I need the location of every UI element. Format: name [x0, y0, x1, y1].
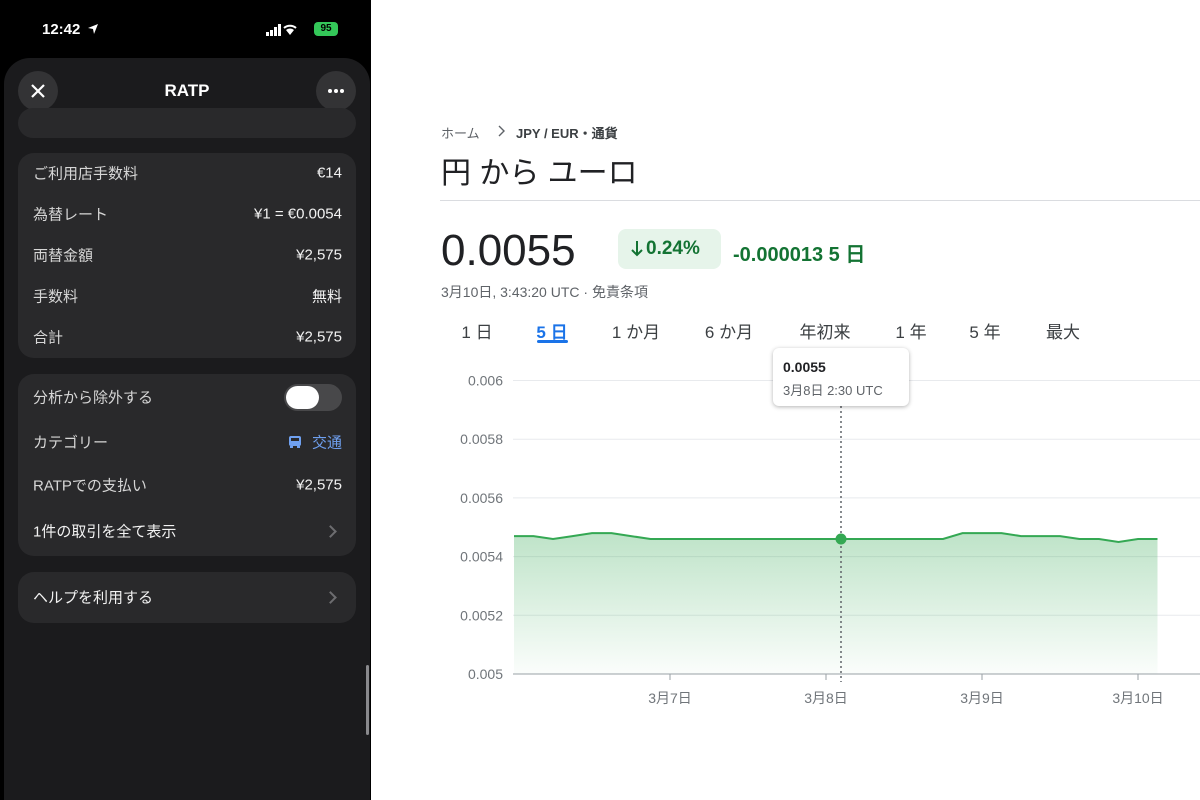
- fee-value: ¥2,575: [296, 246, 342, 264]
- breadcrumb-sep: [498, 125, 505, 137]
- y-tick-label: 0.0054: [460, 549, 503, 565]
- fee-label: 両替金額: [33, 247, 94, 265]
- range-tab[interactable]: 6 か月: [704, 323, 754, 342]
- timestamp: 3月10日, 3:43:20 UTC · 免責条項: [441, 284, 648, 300]
- range-tab[interactable]: 最大: [1046, 323, 1080, 342]
- x-tick-label: 3月9日: [960, 690, 1004, 706]
- fee-label: 手数料: [33, 288, 79, 306]
- bus-icon: [289, 436, 301, 448]
- close-button[interactable]: [18, 71, 58, 111]
- header-title: RATP: [164, 81, 210, 100]
- category-value[interactable]: 交通: [311, 434, 342, 452]
- y-tick-label: 0.0056: [460, 490, 503, 506]
- help-link[interactable]: ヘルプを利用する: [33, 589, 154, 607]
- price: 0.0055: [441, 226, 576, 275]
- payments-value: ¥2,575: [296, 476, 342, 494]
- scrollbar: [366, 665, 369, 735]
- tooltip-value: 0.0055: [783, 359, 826, 375]
- payments-label: RATPでの支払い: [33, 477, 147, 495]
- change-pct: 0.24%: [646, 238, 700, 259]
- fee-value: 無料: [311, 288, 342, 306]
- down-arrow: [631, 241, 643, 257]
- x-tick-label: 3月8日: [804, 690, 848, 706]
- x-tick-label: 3月7日: [648, 690, 692, 706]
- show-all[interactable]: 1件の取引を全て表示: [33, 523, 177, 541]
- area: [514, 533, 1158, 674]
- status-time: 12:42: [42, 21, 81, 38]
- tooltip-time: 3月8日 2:30 UTC: [783, 383, 883, 398]
- x-tick-label: 3月10日: [1112, 690, 1163, 706]
- y-tick-label: 0.0052: [460, 607, 503, 623]
- range-tab[interactable]: 年初来: [799, 323, 851, 342]
- breadcrumb-home[interactable]: ホーム: [441, 126, 480, 141]
- change-pill: [618, 229, 721, 269]
- range-tab[interactable]: 5 年: [969, 323, 1001, 342]
- hover-point: [835, 533, 847, 545]
- exclude-label: 分析から除外する: [33, 389, 154, 407]
- finance-title: 円 から ユーロ: [441, 157, 638, 190]
- y-tick-label: 0.0058: [460, 431, 503, 447]
- fee-value: €14: [316, 164, 342, 182]
- fee-value: ¥1 = €0.0054: [253, 205, 342, 223]
- range-tab[interactable]: 1 年: [895, 323, 927, 342]
- tooltip: 0.0055 3月8日 2:30 UTC: [773, 348, 909, 406]
- tab-underline: [537, 340, 568, 343]
- y-tick-label: 0.005: [468, 666, 503, 682]
- y-tick-label: 0.006: [468, 373, 503, 389]
- fee-label: ご利用店手数料: [33, 165, 139, 183]
- signal-wifi: [266, 24, 297, 36]
- range-tab[interactable]: 1 か月: [611, 323, 661, 342]
- more-button[interactable]: [316, 71, 356, 111]
- phone-screen: 12:42 95 RATP ご利用店手数料 €14 為替レート ¥1 = €0.…: [0, 0, 371, 800]
- category-label: カテゴリー: [33, 434, 109, 452]
- fee-label: 為替レート: [33, 206, 109, 224]
- location-icon: [88, 24, 98, 34]
- range-tab[interactable]: 1 日: [461, 323, 493, 342]
- fee-value: ¥2,575: [296, 328, 342, 346]
- range-tab-selected[interactable]: 5 日: [536, 323, 568, 342]
- help-card[interactable]: [18, 572, 356, 623]
- divider: [440, 200, 1200, 201]
- hidden-card: [18, 108, 356, 138]
- change: -0.000013 5 日: [733, 244, 866, 266]
- toggle[interactable]: [284, 384, 342, 411]
- battery: 95: [314, 22, 338, 36]
- breadcrumb-current: JPY / EUR・通貨: [516, 126, 618, 141]
- fee-label: 合計: [33, 329, 64, 347]
- fees-card: [18, 153, 356, 358]
